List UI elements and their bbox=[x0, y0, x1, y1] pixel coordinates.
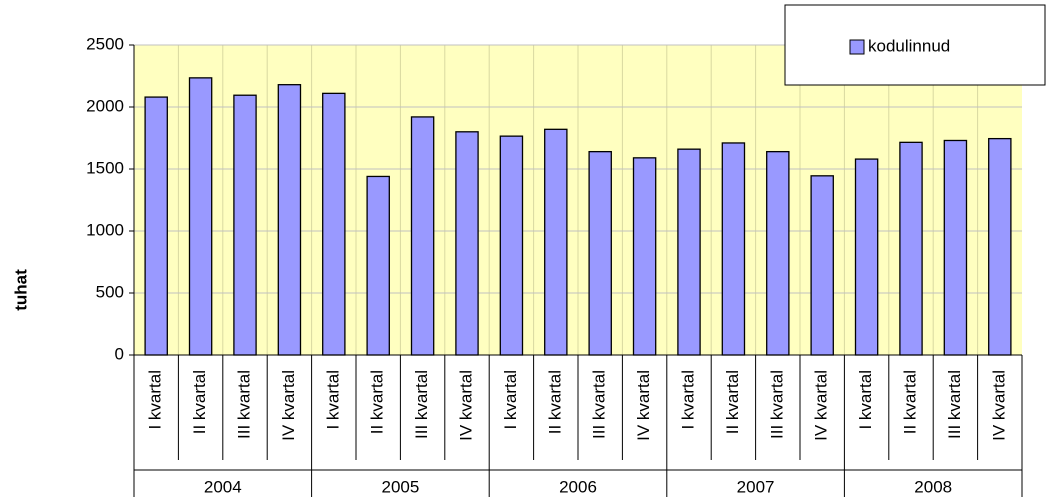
group-label: 2007 bbox=[737, 477, 775, 496]
bar bbox=[410, 116, 435, 356]
x-tick-label: I kvartal bbox=[323, 370, 342, 430]
x-tick-label: II kvartal bbox=[190, 370, 209, 434]
x-tick-label: IV kvartal bbox=[279, 370, 298, 441]
bar bbox=[277, 84, 302, 356]
bar bbox=[810, 175, 834, 356]
x-tick-label: III kvartal bbox=[234, 370, 253, 439]
x-tick-label: II kvartal bbox=[368, 370, 387, 434]
legend-box bbox=[784, 4, 1046, 86]
bar bbox=[455, 131, 479, 356]
bar bbox=[544, 128, 568, 356]
bar bbox=[899, 141, 923, 356]
x-tick-label: III kvartal bbox=[945, 370, 964, 439]
bar bbox=[233, 94, 257, 356]
x-tick-label: II kvartal bbox=[723, 370, 742, 434]
group-label: 2008 bbox=[914, 477, 952, 496]
group-label: 2005 bbox=[381, 477, 419, 496]
bar bbox=[854, 158, 879, 356]
y-tick-label: 500 bbox=[96, 282, 124, 301]
bar bbox=[677, 148, 701, 356]
group-label: 2006 bbox=[559, 477, 597, 496]
x-tick-label: IV kvartal bbox=[989, 370, 1008, 441]
bar bbox=[188, 77, 213, 356]
bar bbox=[766, 150, 790, 356]
group-label: 2004 bbox=[204, 477, 242, 496]
y-axis-label: tuhat bbox=[11, 269, 30, 311]
legend-swatch bbox=[849, 39, 865, 55]
x-tick-label: IV kvartal bbox=[634, 370, 653, 441]
x-tick-label: IV kvartal bbox=[456, 370, 475, 441]
y-tick-label: 1000 bbox=[86, 220, 124, 239]
bar bbox=[632, 157, 657, 356]
bar bbox=[721, 142, 746, 356]
bar bbox=[144, 96, 168, 356]
y-tick-label: 2500 bbox=[86, 34, 124, 53]
bar bbox=[988, 137, 1012, 356]
y-tick-label: 1500 bbox=[86, 158, 124, 177]
x-tick-label: I kvartal bbox=[501, 370, 520, 430]
bar bbox=[322, 92, 346, 356]
bar bbox=[499, 135, 524, 356]
x-tick-label: II kvartal bbox=[545, 370, 564, 434]
x-tick-label: III kvartal bbox=[767, 370, 786, 439]
x-tick-label: IV kvartal bbox=[812, 370, 831, 441]
y-tick-label: 0 bbox=[115, 344, 124, 363]
bar bbox=[588, 150, 612, 356]
x-tick-label: I kvartal bbox=[678, 370, 697, 430]
x-tick-label: I kvartal bbox=[146, 370, 165, 430]
bar bbox=[366, 175, 390, 356]
x-tick-label: III kvartal bbox=[412, 370, 431, 439]
x-tick-label: I kvartal bbox=[856, 370, 875, 430]
legend-label: kodulinnud bbox=[868, 36, 950, 55]
x-tick-label: II kvartal bbox=[900, 370, 919, 434]
bar bbox=[943, 139, 968, 356]
x-tick-label: III kvartal bbox=[590, 370, 609, 439]
y-tick-label: 2000 bbox=[86, 96, 124, 115]
